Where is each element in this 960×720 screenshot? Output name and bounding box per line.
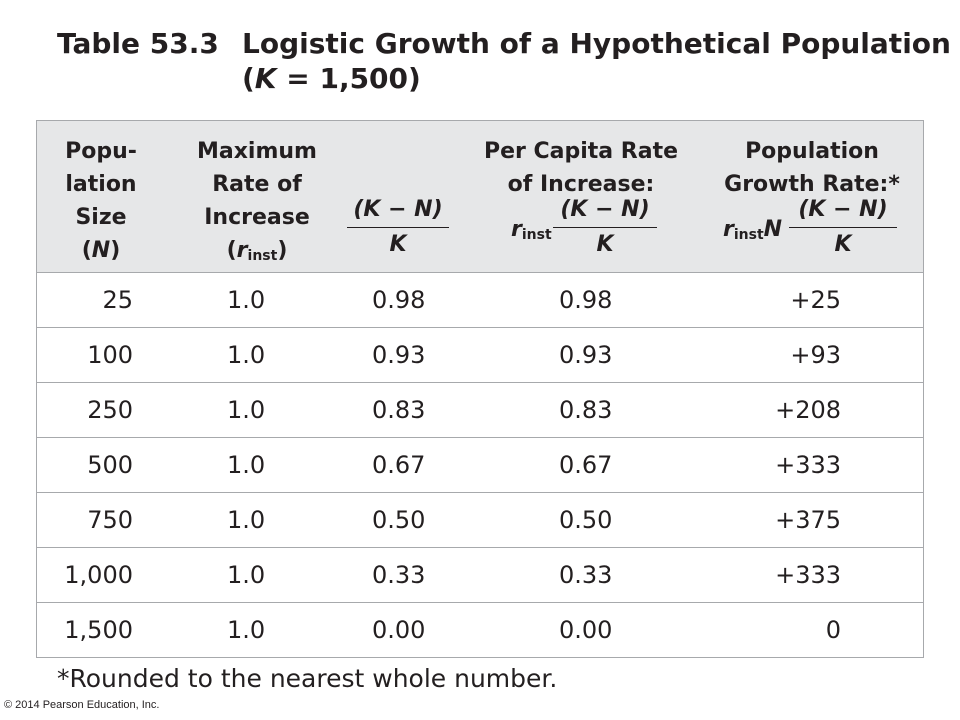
cell-per-capita-rate: 0.83 xyxy=(559,396,613,424)
table-row: 100 1.0 0.93 0.93 +93 xyxy=(37,328,923,383)
header-per-capita-rate: Per Capita Rate of Increase: xyxy=(483,139,679,197)
cell-growth-rate: +93 xyxy=(790,341,841,369)
cell-population-size: 750 xyxy=(87,506,133,534)
header-fraction: (K − N) K xyxy=(347,195,449,260)
cell-fraction: 0.67 xyxy=(372,451,426,479)
header-max-rate: Maximum Rate of Increase (rinst) xyxy=(197,139,317,264)
cell-per-capita-rate: 0.67 xyxy=(559,451,613,479)
cell-per-capita-rate: 0.33 xyxy=(559,561,613,589)
header-population-size: Popu- lation Size (N) xyxy=(65,139,137,263)
table-header: Popu- lation Size (N) Maximum Rate of In… xyxy=(37,121,923,273)
cell-max-rate: 1.0 xyxy=(227,396,266,424)
copyright-notice: © 2014 Pearson Education, Inc. xyxy=(4,699,160,711)
cell-fraction: 0.00 xyxy=(372,616,426,644)
header-growth-r: rinstN xyxy=(723,217,783,243)
header-growth-fraction: (K − N) K xyxy=(789,195,897,260)
cell-growth-rate: 0 xyxy=(825,616,841,644)
table-row: 1,000 1.0 0.33 0.33 +333 xyxy=(37,548,923,603)
table-caption: Logistic Growth of a Hypothetical Popula… xyxy=(242,27,951,60)
cell-growth-rate: +333 xyxy=(775,451,841,479)
cell-population-size: 25 xyxy=(102,286,133,314)
data-table: Popu- lation Size (N) Maximum Rate of In… xyxy=(36,120,924,658)
table-row: 250 1.0 0.83 0.83 +208 xyxy=(37,383,923,438)
header-per-capita-r: rinst xyxy=(511,217,552,243)
table-row: 500 1.0 0.67 0.67 +333 xyxy=(37,438,923,493)
cell-fraction: 0.33 xyxy=(372,561,426,589)
cell-population-size: 500 xyxy=(87,451,133,479)
cell-fraction: 0.50 xyxy=(372,506,426,534)
table-row: 1,500 1.0 0.00 0.00 0 xyxy=(37,603,923,658)
cell-per-capita-rate: 0.93 xyxy=(559,341,613,369)
table-number: Table 53.3 xyxy=(57,27,219,60)
cell-max-rate: 1.0 xyxy=(227,561,266,589)
cell-population-size: 1,500 xyxy=(64,616,133,644)
header-growth-rate: Population Growth Rate:* xyxy=(724,139,900,197)
cell-population-size: 100 xyxy=(87,341,133,369)
cell-growth-rate: +375 xyxy=(775,506,841,534)
footnote: *Rounded to the nearest whole number. xyxy=(57,664,558,693)
cell-growth-rate: +208 xyxy=(775,396,841,424)
table-caption-constant: (K = 1,500) xyxy=(242,62,421,95)
cell-max-rate: 1.0 xyxy=(227,451,266,479)
cell-per-capita-rate: 0.50 xyxy=(559,506,613,534)
table-row: 25 1.0 0.98 0.98 +25 xyxy=(37,273,923,328)
cell-population-size: 250 xyxy=(87,396,133,424)
cell-per-capita-rate: 0.00 xyxy=(559,616,613,644)
cell-max-rate: 1.0 xyxy=(227,341,266,369)
table-row: 750 1.0 0.50 0.50 +375 xyxy=(37,493,923,548)
cell-max-rate: 1.0 xyxy=(227,286,266,314)
cell-per-capita-rate: 0.98 xyxy=(559,286,613,314)
cell-population-size: 1,000 xyxy=(64,561,133,589)
cell-fraction: 0.83 xyxy=(372,396,426,424)
cell-growth-rate: +333 xyxy=(775,561,841,589)
cell-fraction: 0.93 xyxy=(372,341,426,369)
cell-max-rate: 1.0 xyxy=(227,616,266,644)
cell-growth-rate: +25 xyxy=(790,286,841,314)
cell-max-rate: 1.0 xyxy=(227,506,266,534)
cell-fraction: 0.98 xyxy=(372,286,426,314)
header-per-capita-fraction: (K − N) K xyxy=(553,195,657,260)
